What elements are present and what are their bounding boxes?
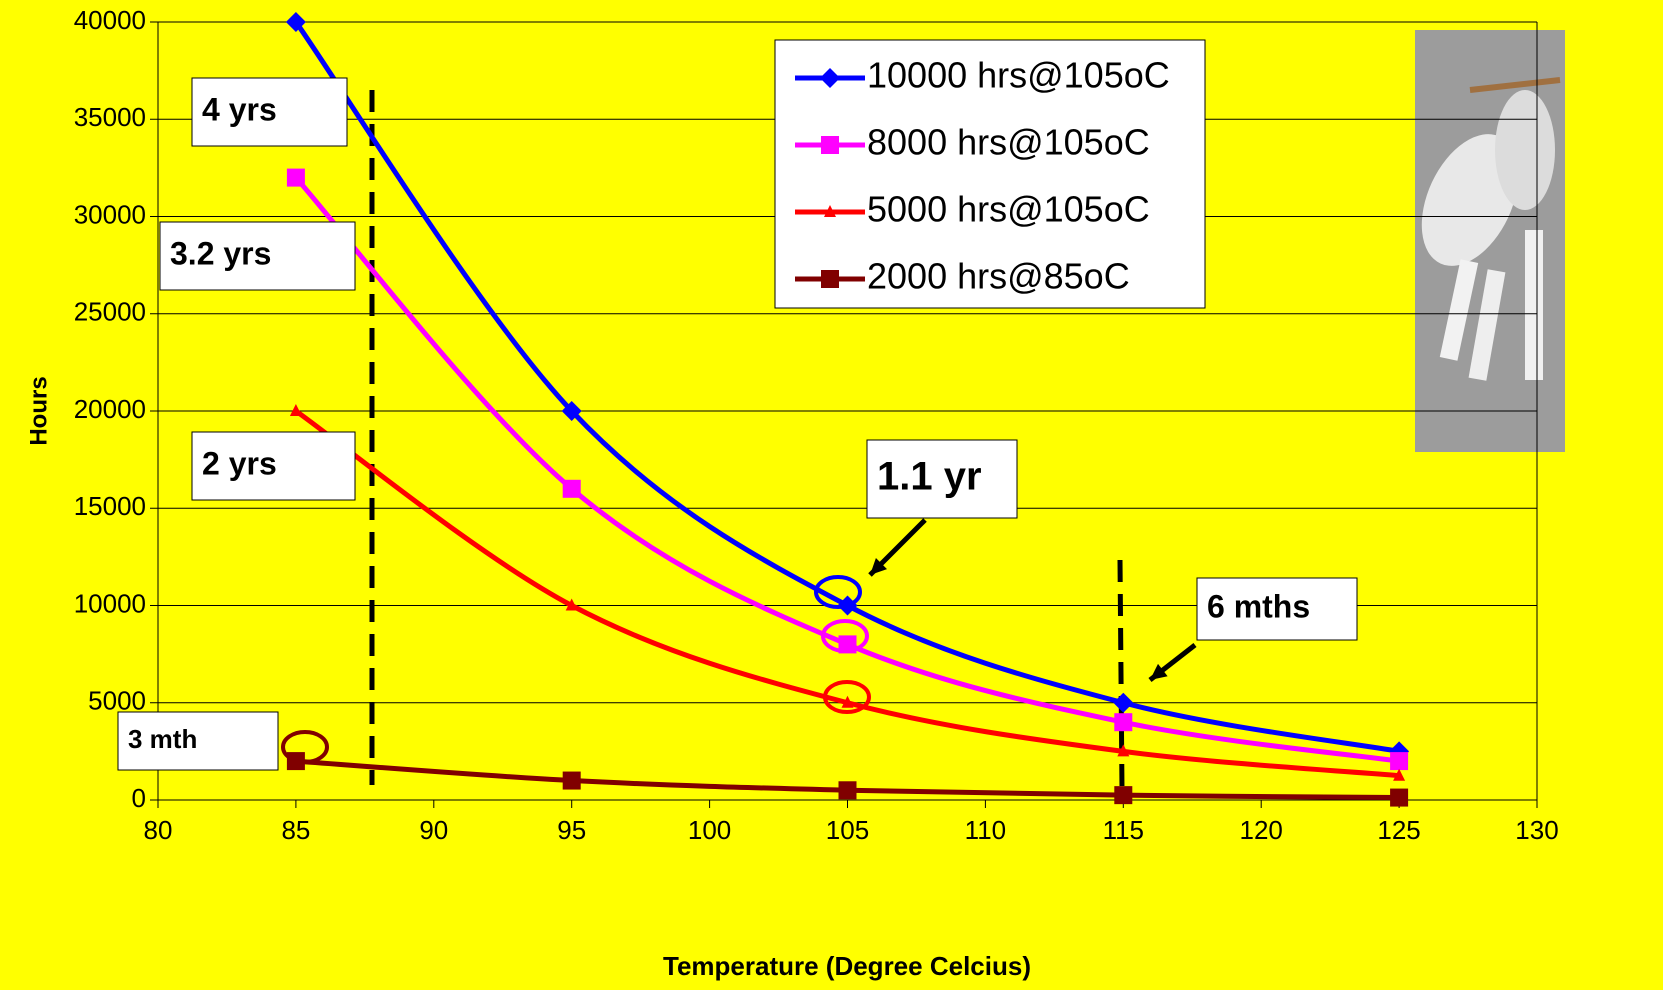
annotation-box <box>866 439 1018 519</box>
series-line <box>294 408 1400 779</box>
y-tick-label: 35000 <box>74 102 146 132</box>
x-tick-label: 115 <box>1103 815 1144 845</box>
annotation: 3 mth <box>128 724 197 754</box>
point <box>1114 786 1133 805</box>
point <box>1393 768 1406 781</box>
highlight-circle <box>281 730 329 764</box>
point <box>838 781 857 800</box>
x-tick-label: 80 <box>144 815 173 845</box>
annotation-box <box>191 77 348 147</box>
highlight-circle <box>814 575 862 609</box>
x-axis-title: Temperature (Degree Celcius) <box>663 951 1031 981</box>
y-axis-title: Hours <box>25 376 52 445</box>
x-tick-label: 105 <box>826 815 869 845</box>
y-tick-label: 5000 <box>88 686 146 716</box>
y-tick-label: 10000 <box>74 588 146 618</box>
annotation-box <box>191 431 356 501</box>
point <box>289 404 302 416</box>
arrow-head <box>870 558 887 575</box>
point <box>286 168 305 187</box>
legend-marker <box>820 68 840 88</box>
point <box>841 695 854 708</box>
y-tick-label: 40000 <box>74 5 146 35</box>
legend-label: 8000 hrs@105oC <box>867 122 1150 163</box>
annotation-box <box>159 221 356 291</box>
point <box>562 771 581 790</box>
y-tick-label: 20000 <box>74 394 146 424</box>
annotation-box <box>117 711 279 771</box>
x-tick-label: 130 <box>1515 815 1558 845</box>
point <box>1390 752 1409 771</box>
point <box>1114 713 1133 732</box>
x-tick-label: 95 <box>557 815 586 845</box>
point <box>561 401 582 421</box>
point <box>562 479 581 498</box>
x-tick-label: 100 <box>688 815 731 845</box>
y-tick-label: 15000 <box>74 491 146 521</box>
point <box>565 598 578 611</box>
annotation: 4 yrs <box>202 91 277 127</box>
legend-label: 10000 hrs@105oC <box>867 55 1170 96</box>
legend-label: 2000 hrs@85oC <box>867 256 1130 297</box>
series-line <box>293 20 1400 754</box>
annotation: 6 mths <box>1207 588 1310 624</box>
point <box>1117 744 1130 757</box>
point <box>1113 692 1134 713</box>
x-tick-label: 120 <box>1240 815 1283 845</box>
y-tick-label: 0 <box>132 783 146 813</box>
point <box>1390 788 1409 807</box>
annotation: 2 yrs <box>202 445 277 481</box>
legend-marker <box>824 205 836 217</box>
y-tick-label: 30000 <box>74 199 146 229</box>
x-tick-label: 90 <box>419 815 448 845</box>
annotation: 3.2 yrs <box>170 235 271 271</box>
legend-marker <box>821 136 839 154</box>
legend-label: 5000 hrs@105oC <box>867 189 1150 230</box>
annotation: 1.1 yr <box>877 455 982 499</box>
x-tick-label: 110 <box>965 815 1006 845</box>
y-tick-label: 25000 <box>74 297 146 327</box>
highlight-circle <box>821 619 869 653</box>
point <box>285 12 306 32</box>
legend-marker <box>821 270 839 288</box>
x-tick-label: 85 <box>281 815 310 845</box>
legend-box <box>774 39 1206 309</box>
x-tick-label: 125 <box>1377 815 1420 845</box>
arrow-head <box>1150 663 1168 680</box>
highlight-circle <box>823 680 871 714</box>
photo <box>1415 30 1565 452</box>
annotation-box <box>1196 577 1358 641</box>
